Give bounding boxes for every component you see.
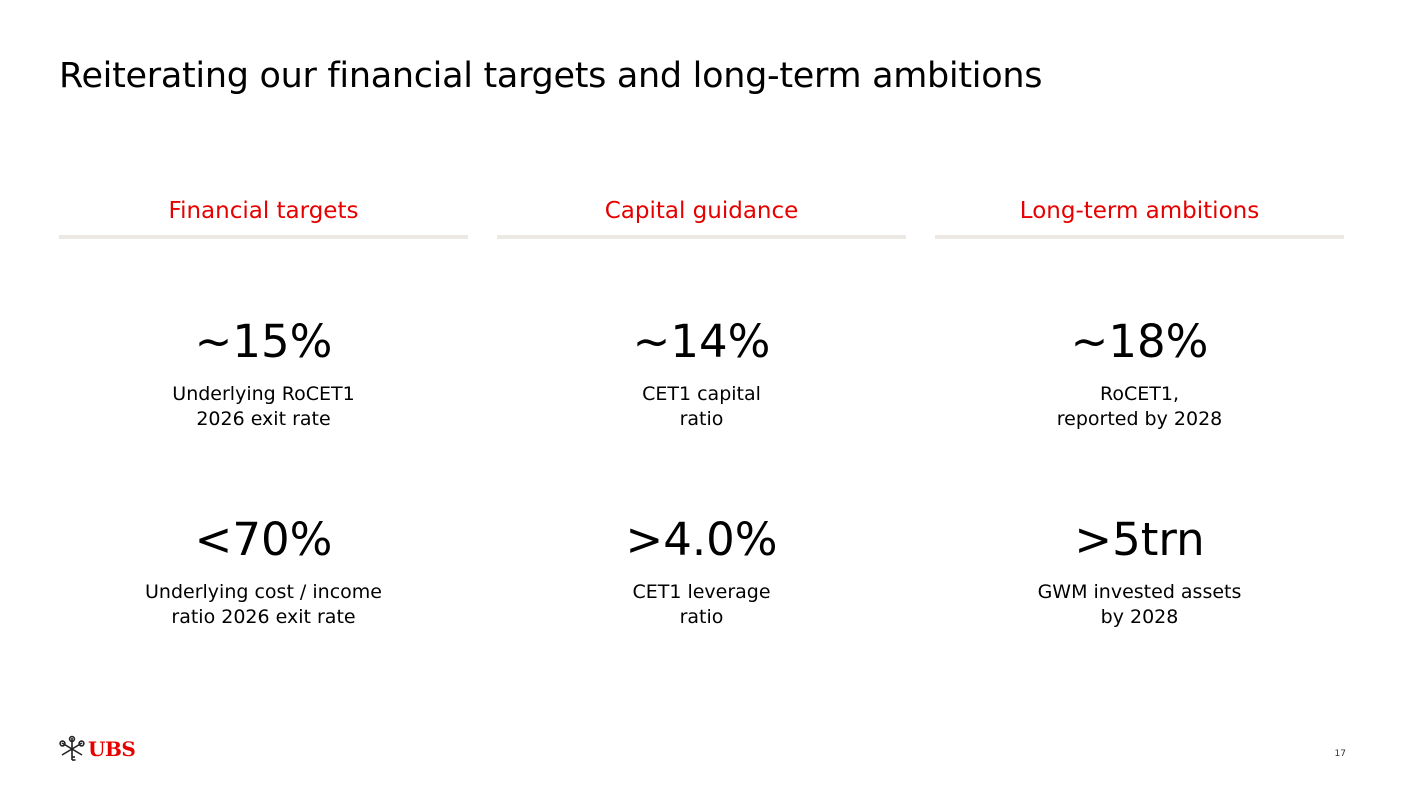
column-capital-guidance: Capital guidance ~14% CET1 capital ratio… [497, 190, 906, 628]
metric-label-line: CET1 capital [642, 383, 761, 405]
metric-label-line: GWM invested assets [1037, 581, 1242, 603]
metric-label-line: Underlying RoCET1 [172, 383, 355, 405]
metric-label-line: ratio [679, 606, 724, 628]
metric-block: >4.0% CET1 leverage ratio [497, 512, 906, 630]
metric-value: <70% [194, 513, 333, 566]
column-heading: Long-term ambitions [935, 190, 1344, 239]
ubs-logo: UBS [59, 734, 136, 764]
metric-label: RoCET1, reported by 2028 [935, 382, 1344, 432]
metric-label-line: ratio [679, 408, 724, 430]
ubs-keys-icon [59, 735, 85, 763]
metric-label: GWM invested assets by 2028 [935, 580, 1344, 630]
metric-label: Underlying RoCET1 2026 exit rate [59, 382, 468, 432]
column-heading: Capital guidance [497, 190, 906, 239]
metric-block: ~18% RoCET1, reported by 2028 [935, 314, 1344, 432]
metric-label-line: Underlying cost / income [145, 581, 382, 603]
page-number: 17 [1334, 749, 1346, 759]
metric-label-line: CET1 leverage [632, 581, 771, 603]
metric-label-line: 2026 exit rate [196, 408, 331, 430]
logo-text: UBS [88, 737, 136, 761]
metric-value: ~18% [1070, 315, 1209, 368]
metric-value: ~14% [632, 315, 771, 368]
metric-label: CET1 capital ratio [497, 382, 906, 432]
column-financial-targets: Financial targets ~15% Underlying RoCET1… [59, 190, 468, 628]
metric-value: >5trn [1074, 513, 1205, 566]
metric-block: >5trn GWM invested assets by 2028 [935, 512, 1344, 630]
metric-value: ~15% [194, 315, 333, 368]
metric-value: >4.0% [625, 513, 778, 566]
metric-label: CET1 leverage ratio [497, 580, 906, 630]
column-long-term-ambitions: Long-term ambitions ~18% RoCET1, reporte… [935, 190, 1344, 628]
metric-label: Underlying cost / income ratio 2026 exit… [59, 580, 468, 630]
metric-block: <70% Underlying cost / income ratio 2026… [59, 512, 468, 630]
metric-block: ~15% Underlying RoCET1 2026 exit rate [59, 314, 468, 432]
slide-title: Reiterating our financial targets and lo… [59, 56, 1043, 96]
metric-label-line: reported by 2028 [1056, 408, 1223, 430]
metric-label-line: RoCET1, [1100, 383, 1179, 405]
metric-block: ~14% CET1 capital ratio [497, 314, 906, 432]
column-heading: Financial targets [59, 190, 468, 239]
metric-label-line: by 2028 [1100, 606, 1179, 628]
metric-label-line: ratio 2026 exit rate [171, 606, 356, 628]
